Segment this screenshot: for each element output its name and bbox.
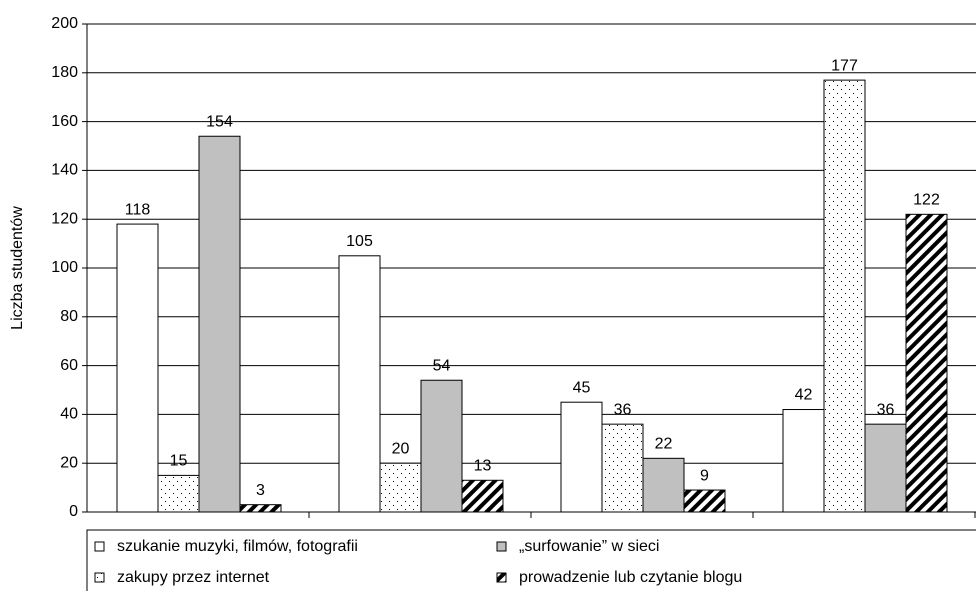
legend-marker (496, 572, 507, 583)
y-tick-label: 180 (51, 64, 78, 81)
value-label: 177 (831, 57, 858, 74)
legend-label: „surfowanie” w sieci (519, 538, 659, 555)
legend-label: prowadzenie lub czytanie blogu (519, 569, 742, 586)
bar (601, 423, 644, 513)
y-tick-label: 100 (51, 259, 78, 276)
bar (683, 489, 726, 513)
legend-box (86, 529, 976, 591)
value-label: 3 (256, 482, 265, 499)
bar (864, 423, 907, 513)
value-label: 42 (795, 387, 813, 404)
bar (198, 135, 241, 513)
value-label: 122 (913, 192, 940, 209)
y-tick-label: 40 (60, 406, 78, 423)
bar (420, 379, 463, 513)
bar (560, 401, 603, 513)
bar (782, 409, 825, 513)
value-label: 36 (614, 401, 632, 418)
y-tick-label: 160 (51, 113, 78, 130)
bar (116, 223, 159, 513)
value-label: 45 (573, 379, 591, 396)
legend-marker (94, 572, 105, 583)
bar (642, 457, 685, 513)
y-tick-label: 200 (51, 15, 78, 32)
y-tick-label: 140 (51, 162, 78, 179)
bar (379, 462, 422, 513)
bar (461, 479, 504, 513)
value-label: 20 (392, 440, 410, 457)
value-label: 154 (206, 113, 233, 130)
value-label: 36 (877, 401, 895, 418)
legend-label: szukanie muzyki, filmów, fotografii (117, 538, 358, 555)
value-label: 118 (125, 201, 151, 218)
legend-marker (496, 541, 507, 552)
legend-label: zakupy przez internet (117, 569, 270, 586)
value-label: 105 (346, 233, 373, 250)
legend-marker (94, 541, 105, 552)
y-tick-label: 0 (69, 503, 78, 520)
bar (157, 474, 200, 513)
bar (905, 213, 948, 513)
bar (823, 79, 866, 513)
value-label: 54 (433, 357, 451, 374)
bar (239, 504, 282, 513)
value-label: 13 (474, 457, 492, 474)
bar (338, 255, 381, 513)
value-label: 15 (170, 453, 188, 470)
y-tick-label: 80 (60, 308, 78, 325)
y-tick-label: 60 (60, 357, 78, 374)
y-tick-label: 120 (51, 210, 78, 227)
y-axis-label: Liczba studentów (9, 206, 26, 330)
y-tick-label: 20 (60, 454, 78, 471)
value-label: 9 (700, 467, 709, 484)
value-label: 22 (655, 436, 673, 453)
